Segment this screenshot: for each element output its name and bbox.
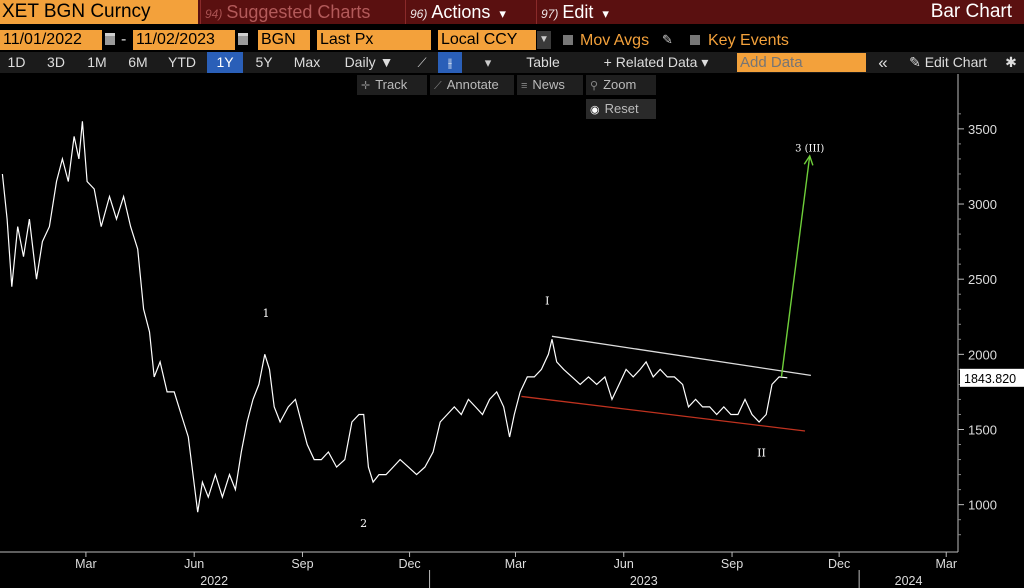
- menu-number: 97): [541, 7, 559, 21]
- wave-label: 1: [262, 307, 269, 320]
- related-data-button[interactable]: + Related Data ▾: [603, 54, 709, 70]
- annotate-label: Annotate: [446, 77, 499, 92]
- x-year-label: 2024: [895, 574, 923, 588]
- crosshair-icon: ✛: [361, 80, 371, 92]
- annotate-icon: ⟋: [434, 80, 442, 92]
- security-field[interactable]: XET BGN Curncy: [0, 0, 198, 24]
- toolbar: 1D 3D 1M 6M YTD 1Y 5Y Max Daily ▼ ⟋ ⫲ ▾ …: [0, 52, 1024, 73]
- news-icon: ≡: [521, 80, 528, 92]
- x-tick-label: Dec: [398, 557, 420, 571]
- chevron-down-icon: ▾: [499, 6, 506, 21]
- y-tick-label: 1000: [968, 498, 997, 513]
- menu-label: Edit: [562, 2, 594, 22]
- y-tick-label: 3500: [968, 122, 997, 137]
- y-tick-label: 2000: [968, 347, 997, 362]
- pencil-icon: ✎: [909, 54, 925, 70]
- x-tick-label: Mar: [935, 557, 957, 571]
- edit-chart-label: Edit Chart: [924, 54, 987, 70]
- edit-menu-button[interactable]: 97) Edit ▾: [536, 0, 630, 24]
- search-icon: ⚲: [590, 80, 599, 92]
- range-1y-button[interactable]: 1Y: [207, 52, 243, 73]
- gear-icon[interactable]: ✱: [1005, 54, 1017, 70]
- last-price-label: 1843.820: [964, 372, 1016, 386]
- chevron-down-icon[interactable]: ▾: [484, 55, 492, 70]
- range-5y-button[interactable]: 5Y: [255, 54, 273, 70]
- range-1d-button[interactable]: 1D: [7, 54, 26, 70]
- price-line: [1, 121, 788, 513]
- start-date-field[interactable]: 11/01/2022: [0, 30, 102, 50]
- frequency-dropdown[interactable]: Daily ▼: [344, 54, 394, 70]
- zoom-label: Zoom: [603, 77, 637, 92]
- wave-label: II: [757, 447, 766, 460]
- radio-icon: ◉: [590, 104, 600, 116]
- key-events-label: Key Events: [708, 32, 789, 49]
- chevron-down-icon[interactable]: ▼: [537, 31, 551, 49]
- price-field-select[interactable]: Last Px: [317, 30, 431, 50]
- track-label: Track: [375, 77, 408, 92]
- header-bar: XET BGN Curncy 94) Suggested Charts 96) Ac…: [0, 0, 1024, 24]
- news-label: News: [532, 77, 565, 92]
- menu-label: Suggested Charts: [226, 2, 371, 22]
- range-3d-button[interactable]: 3D: [47, 54, 65, 70]
- wave-label: 2: [360, 517, 367, 530]
- pencil-icon[interactable]: ✎: [662, 32, 673, 47]
- mov-avgs-label: Mov Avgs: [580, 32, 650, 49]
- y-tick-label: 3000: [968, 197, 997, 212]
- projection-arrowhead: [803, 154, 814, 166]
- bar-chart-icon[interactable]: ⫲: [438, 52, 462, 73]
- x-tick-label: Sep: [721, 557, 743, 571]
- calendar-icon[interactable]: [105, 33, 115, 45]
- y-tick-label: 1500: [968, 422, 997, 437]
- x-tick-label: Jun: [614, 557, 634, 571]
- actions-menu-button[interactable]: 96) Actions ▾: [405, 0, 535, 24]
- reset-label: Reset: [604, 101, 639, 116]
- date-range-separator: -: [121, 31, 127, 48]
- projection-arrow: [780, 155, 811, 377]
- edit-chart-button[interactable]: ✎ Edit Chart: [899, 52, 997, 73]
- menu-number: 96): [410, 7, 428, 21]
- annotate-tool-button[interactable]: ⟋ Annotate: [430, 75, 514, 95]
- suggested-charts-button[interactable]: 94) Suggested Charts: [200, 0, 404, 24]
- x-tick-label: Dec: [828, 557, 850, 571]
- pricing-source-field[interactable]: BGN: [258, 30, 310, 50]
- line-chart-icon[interactable]: ⟋: [417, 55, 427, 70]
- calendar-icon[interactable]: [238, 33, 248, 45]
- zoom-tool-button[interactable]: ⚲ Zoom: [586, 75, 656, 95]
- x-tick-label: Mar: [75, 557, 97, 571]
- news-tool-button[interactable]: ≡ News: [517, 75, 583, 95]
- range-max-button[interactable]: Max: [293, 54, 321, 70]
- menu-number: 94): [205, 7, 223, 21]
- currency-select[interactable]: Local CCY: [438, 30, 536, 50]
- trendline-lower: [521, 395, 806, 432]
- range-ytd-button[interactable]: YTD: [168, 54, 196, 70]
- last-price-tag: [960, 368, 1024, 387]
- x-year-label: 2022: [200, 574, 228, 588]
- x-tick-label: Sep: [291, 557, 313, 571]
- end-date-field[interactable]: 11/02/2023: [133, 30, 235, 50]
- add-data-input[interactable]: [737, 53, 866, 72]
- reset-button[interactable]: ◉ Reset: [586, 99, 656, 119]
- menu-label: Actions: [431, 2, 491, 22]
- wave-label: I: [545, 295, 549, 308]
- y-tick-label: 2500: [968, 272, 997, 287]
- key-events-checkbox[interactable]: [690, 35, 700, 45]
- table-button[interactable]: Table: [526, 54, 560, 70]
- range-6m-button[interactable]: 6M: [128, 54, 148, 70]
- chart-type-title: Bar Chart: [930, 1, 1012, 22]
- x-tick-label: Jun: [184, 557, 204, 571]
- parameter-bar: 11/01/2022 - 11/02/2023 BGN Last Px Loca…: [0, 29, 1024, 51]
- collapse-icon[interactable]: «: [878, 53, 888, 72]
- x-year-label: 2023: [630, 574, 658, 588]
- trendline-upper: [551, 335, 811, 377]
- range-1m-button[interactable]: 1M: [87, 54, 107, 70]
- track-tool-button[interactable]: ✛ Track: [357, 75, 427, 95]
- chevron-down-icon: ▾: [602, 6, 609, 21]
- x-tick-label: Mar: [505, 557, 527, 571]
- wave-label: 3 (III): [795, 143, 824, 154]
- mov-avgs-checkbox[interactable]: [563, 35, 573, 45]
